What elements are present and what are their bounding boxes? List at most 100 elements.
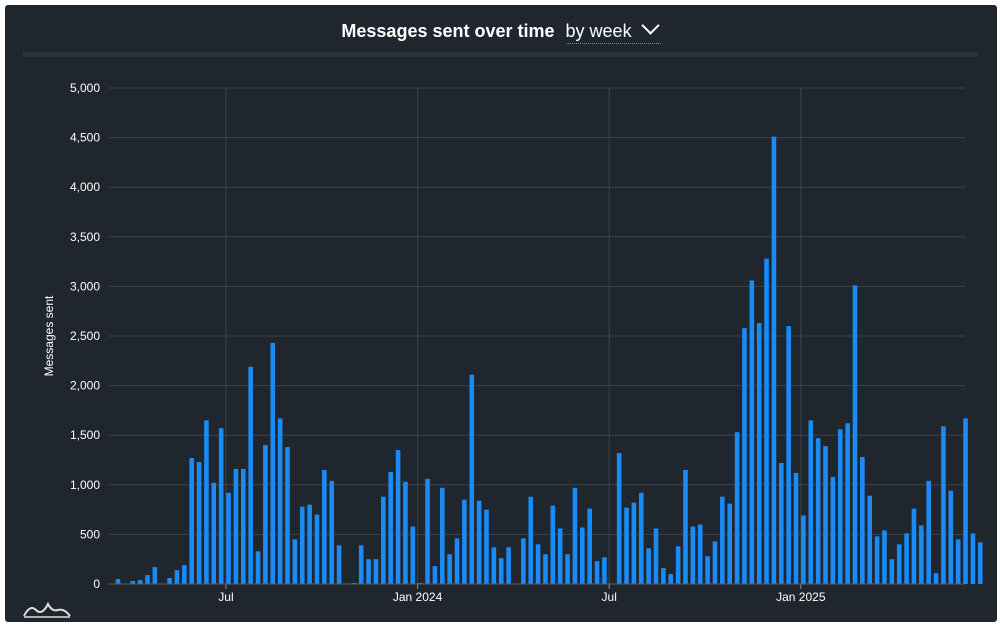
bar — [889, 559, 895, 584]
bar — [204, 420, 209, 584]
bar — [705, 556, 710, 584]
x-tick-label: Jan 2024 — [393, 590, 443, 604]
chart-header: Messages sent over time by week — [5, 16, 997, 44]
bar — [631, 502, 637, 584]
bar — [587, 508, 592, 584]
bar — [963, 418, 968, 584]
bar — [263, 445, 268, 584]
bar — [926, 480, 931, 584]
y-tick-label: 3,500 — [70, 230, 100, 244]
bar — [557, 528, 563, 584]
y-tick-label: 500 — [80, 527, 100, 541]
bar — [860, 457, 865, 584]
bar — [358, 545, 364, 584]
bar — [410, 526, 416, 584]
bar — [528, 496, 534, 584]
bar — [543, 554, 548, 584]
bar — [808, 420, 814, 584]
bar — [977, 542, 983, 584]
bar — [653, 528, 659, 584]
bar — [815, 438, 821, 584]
y-tick-label: 2,500 — [70, 329, 100, 343]
bar — [742, 328, 747, 584]
bar — [270, 342, 276, 584]
bar — [152, 567, 158, 584]
bar — [675, 546, 681, 584]
bar — [248, 366, 253, 584]
app-logo-icon — [23, 601, 71, 618]
bar — [226, 492, 231, 584]
bar — [182, 565, 187, 584]
bar — [720, 496, 725, 584]
bar — [137, 580, 143, 584]
bar — [882, 530, 887, 584]
y-tick-label: 5,000 — [70, 81, 100, 95]
bar — [174, 570, 180, 584]
bar — [830, 476, 836, 584]
bar — [336, 545, 342, 584]
bar — [756, 323, 762, 584]
bar — [469, 374, 475, 584]
bar — [580, 527, 585, 584]
bar — [439, 487, 445, 584]
bar — [366, 559, 371, 584]
bar — [462, 499, 467, 584]
bar — [823, 446, 828, 584]
bar — [779, 462, 784, 584]
bar — [874, 536, 880, 584]
bar — [381, 496, 386, 584]
y-axis-title: Messages sent — [42, 295, 56, 376]
bar — [218, 428, 224, 584]
bar — [690, 526, 696, 584]
bar — [955, 539, 961, 584]
bar — [771, 136, 777, 584]
bar — [196, 461, 202, 584]
bar — [786, 326, 791, 584]
bar — [793, 472, 799, 584]
bar — [491, 547, 497, 584]
bar — [948, 490, 954, 584]
bar — [454, 538, 460, 584]
bar — [624, 507, 629, 584]
bar — [941, 426, 946, 584]
bar — [403, 481, 408, 584]
bar — [292, 539, 298, 584]
bar — [425, 478, 430, 584]
bar — [683, 469, 688, 584]
bar — [594, 561, 600, 584]
bar — [285, 447, 290, 584]
bar — [277, 418, 283, 584]
bar — [447, 554, 452, 584]
y-tick-label: 4,000 — [70, 180, 100, 194]
bar — [712, 541, 718, 584]
bar — [697, 524, 703, 584]
bar — [535, 544, 541, 584]
x-tick-label: Jan 2025 — [776, 590, 826, 604]
bar — [167, 578, 172, 584]
bar — [668, 574, 674, 584]
bar — [233, 468, 239, 584]
bar — [867, 495, 873, 584]
chart-title: Messages sent over time — [341, 21, 555, 41]
bar — [388, 471, 393, 584]
bar — [970, 533, 976, 584]
bar — [329, 480, 335, 584]
bar — [322, 469, 327, 584]
bar — [255, 551, 261, 584]
bar — [373, 559, 379, 584]
y-tick-label: 3,000 — [70, 279, 100, 293]
bar — [395, 450, 401, 584]
x-tick-label: Jul — [602, 590, 617, 604]
y-tick-label: 2,000 — [70, 379, 100, 393]
x-tick-label: Jul — [218, 590, 233, 604]
bar — [506, 547, 511, 584]
bar — [602, 557, 607, 584]
bar — [919, 525, 924, 584]
period-dropdown[interactable]: by week — [565, 16, 661, 44]
bar — [130, 581, 136, 584]
bar — [307, 504, 312, 584]
bar — [933, 573, 939, 584]
header-divider — [23, 52, 978, 57]
bar — [727, 503, 733, 584]
